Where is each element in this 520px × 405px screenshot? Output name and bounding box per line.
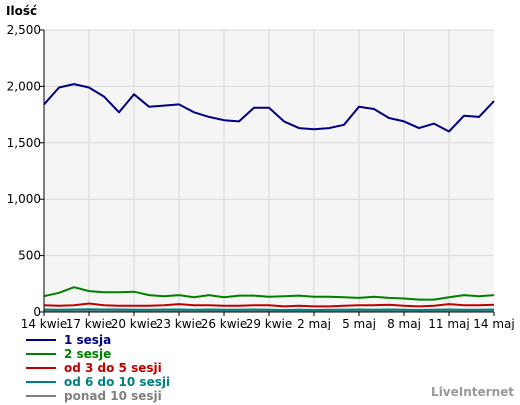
series-line xyxy=(43,83,495,133)
legend-label-3-5-sesji: od 3 do 5 sesji xyxy=(64,361,162,375)
legend-item-3-5-sesji: od 3 do 5 sesji xyxy=(26,361,170,375)
legend-label-1-sesja: 1 sesja xyxy=(64,333,112,347)
series-layer xyxy=(43,83,495,313)
x-tick-label: 26 kwie xyxy=(201,317,248,330)
legend-label-ponad-10-sesji: ponad 10 sesji xyxy=(64,389,162,403)
x-tick-label: 14 maj xyxy=(473,317,514,330)
x-tick-label: 2 maj xyxy=(297,317,331,330)
y-tick-label: 1,000 xyxy=(7,192,41,206)
legend-item-ponad-10-sesji: ponad 10 sesji xyxy=(26,389,170,403)
x-tick-label: 5 maj xyxy=(342,317,376,330)
series-line xyxy=(43,286,495,301)
legend-label-6-10-sesji: od 6 do 10 sesji xyxy=(64,375,171,389)
y-tick-labels: 0 500 1,000 1,500 2,000 2,500 xyxy=(7,23,44,319)
x-tick-label: 20 kwie xyxy=(111,317,158,330)
x-tick-label: 23 kwie xyxy=(156,317,203,330)
x-tick-label: 17 kwie xyxy=(66,317,113,330)
y-tick-label: 0 xyxy=(33,305,41,319)
x-tick-label: 29 kwie xyxy=(246,317,293,330)
legend-swatch-ponad-10-sesji xyxy=(26,395,56,397)
legend-label-2-sesje: 2 sesje xyxy=(64,347,112,361)
series-line xyxy=(43,308,495,311)
y-tick-label: 500 xyxy=(18,249,41,263)
legend-item-2-sesje: 2 sesje xyxy=(26,347,170,361)
series-line xyxy=(43,302,495,308)
y-tick-label: 2,000 xyxy=(7,79,41,93)
y-axis-title: Ilość xyxy=(6,4,37,18)
x-tick-label: 14 kwie xyxy=(21,317,68,330)
y-tick-label: 1,500 xyxy=(7,136,41,150)
grid-lines xyxy=(44,29,494,312)
line-chart: Ilość 0 500 1,000 1,500 2,000 2,500 14 kwie17… xyxy=(6,4,515,330)
x-tick-label: 8 maj xyxy=(387,317,421,330)
legend-item-1-sesja: 1 sesja xyxy=(26,333,170,347)
legend-item-6-10-sesji: od 6 do 10 sesji xyxy=(26,375,170,389)
legend: 1 sesja 2 sesje od 3 do 5 sesji od 6 do … xyxy=(26,333,170,403)
y-tick-label: 2,500 xyxy=(7,23,41,37)
legend-swatch-3-5-sesji xyxy=(26,367,56,369)
legend-swatch-2-sesje xyxy=(26,353,56,355)
legend-swatch-1-sesja xyxy=(26,339,56,341)
x-tick-label: 11 maj xyxy=(428,317,469,330)
liveinternet-brand: LiveInternet xyxy=(431,385,514,399)
legend-swatch-6-10-sesji xyxy=(26,381,56,383)
